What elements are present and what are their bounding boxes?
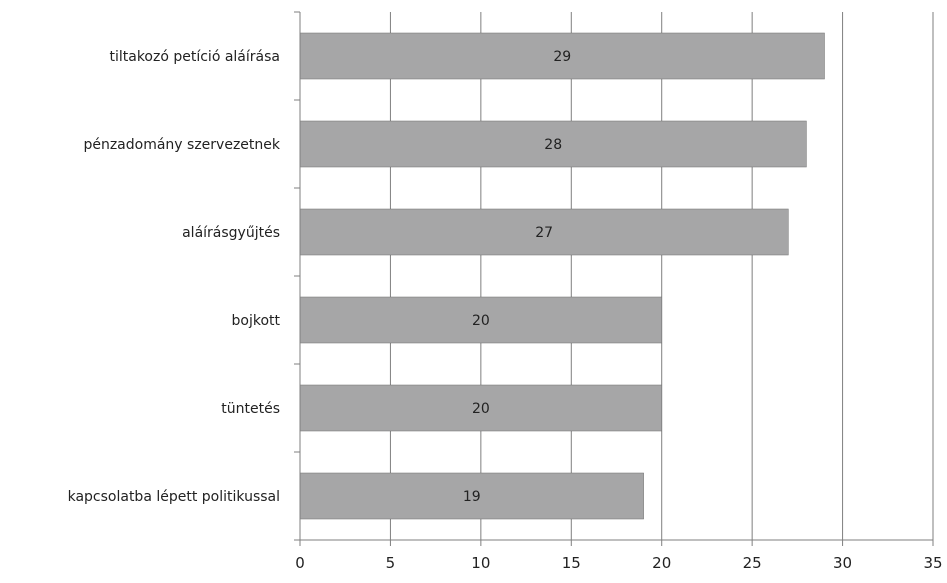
data-label: 19: [463, 489, 481, 505]
category-label: pénzadomány szervezetnek: [83, 137, 280, 153]
data-label: 20: [472, 401, 490, 417]
bars: [299, 32, 825, 520]
category-label: aláírásgyűjtés: [182, 225, 280, 241]
labels: 0 5 10 15 20 25 30 35 29 tiltakozó petíció aláírá…: [68, 49, 943, 572]
x-tick-label: 25: [743, 554, 762, 572]
data-label: 27: [535, 225, 553, 241]
x-tick-label: 5: [386, 554, 396, 572]
x-tick-label: 35: [923, 554, 942, 572]
bar-5: [299, 472, 644, 520]
bar-0: [299, 32, 825, 80]
category-label: bojkott: [232, 313, 281, 329]
bar-4: [299, 384, 662, 432]
x-tick-label: 15: [562, 554, 581, 572]
x-tick-label: 10: [471, 554, 490, 572]
data-label: 29: [553, 49, 571, 65]
bar-1: [299, 120, 807, 168]
x-tick-label: 30: [833, 554, 852, 572]
gridlines: [389, 12, 934, 540]
data-label: 20: [472, 313, 490, 329]
category-label: tüntetés: [221, 401, 280, 417]
bar-2: [299, 208, 789, 256]
axes: [294, 11, 934, 546]
category-label: tiltakozó petíció aláírása: [109, 49, 280, 65]
x-tick-label: 0: [295, 554, 305, 572]
category-label: kapcsolatba lépett politikussal: [68, 489, 280, 505]
x-tick-label: 20: [652, 554, 671, 572]
bar-3: [299, 296, 662, 344]
data-label: 28: [544, 137, 562, 153]
